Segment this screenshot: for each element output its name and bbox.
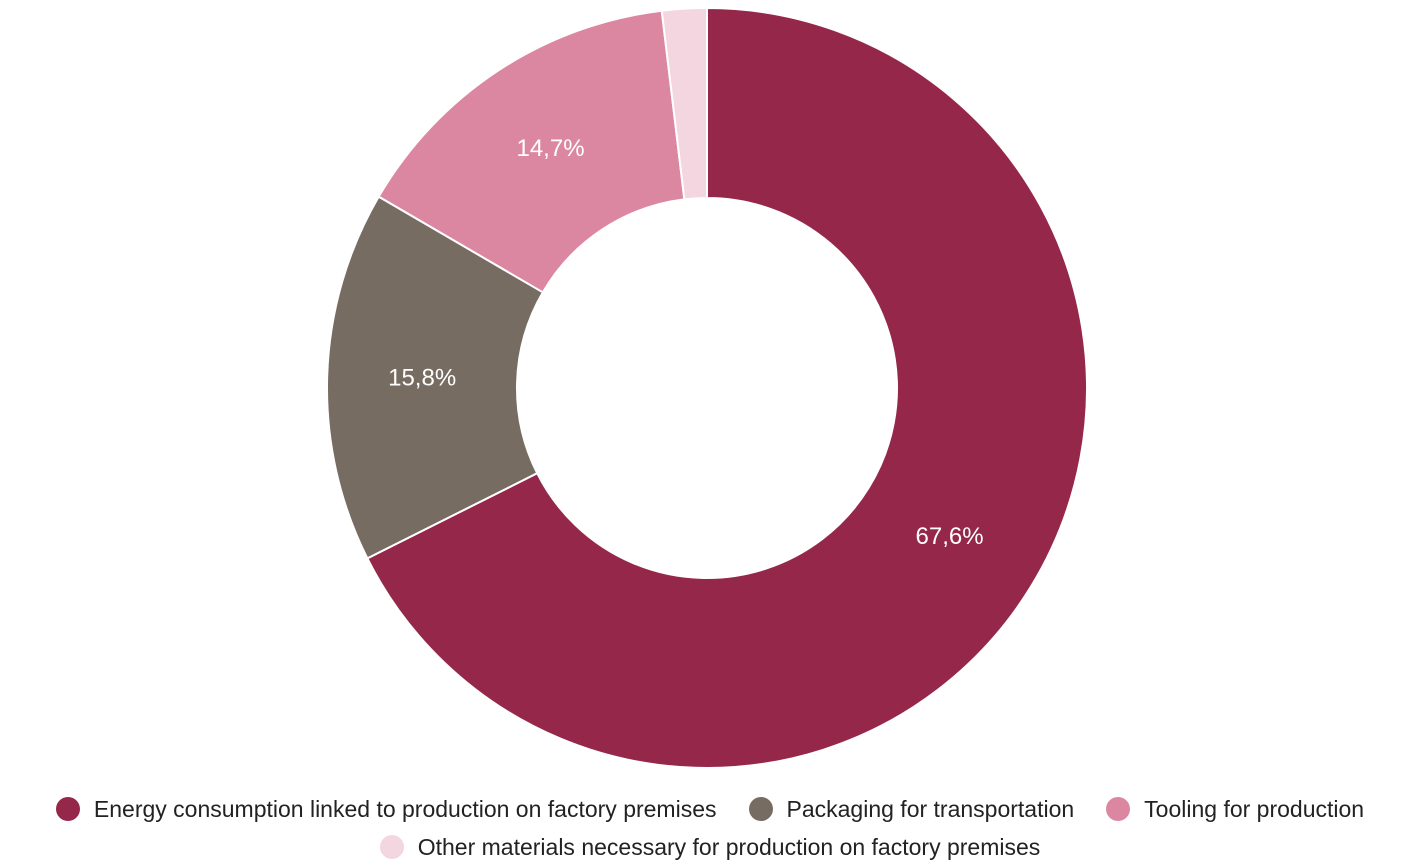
legend-swatch-other	[379, 835, 404, 859]
legend-label-energy: Energy consumption linked to production …	[93, 795, 717, 822]
donut-chart-svg: 67,6% 15,8% 14,7%	[326, 6, 1088, 769]
legend-item-other[interactable]: Other materials necessary for production…	[379, 833, 1041, 861]
slice-data-label-1: 15,8%	[388, 364, 456, 391]
legend-swatch-energy	[55, 797, 80, 821]
legend-item-packaging[interactable]: Packaging for transportation	[748, 795, 1075, 823]
legend-swatch-tooling	[1106, 797, 1131, 821]
legend-row-1: Energy consumption linked to production …	[0, 790, 1420, 828]
donut-slice-3[interactable]	[660, 6, 708, 201]
legend-swatch-packaging	[748, 797, 773, 821]
slice-data-label-0: 67,6%	[916, 523, 984, 550]
legend-item-tooling[interactable]: Tooling for production	[1106, 796, 1364, 823]
legend-item-energy[interactable]: Energy consumption linked to production …	[55, 795, 717, 823]
chart-legend: Energy consumption linked to production …	[0, 790, 1420, 866]
donut-chart: 67,6% 15,8% 14,7%	[326, 6, 1088, 769]
legend-label-tooling: Tooling for production	[1144, 795, 1365, 822]
legend-label-other: Other materials necessary for production…	[417, 833, 1041, 860]
donut-slice-2[interactable]	[377, 9, 686, 294]
legend-row-2: Other materials necessary for production…	[0, 828, 1420, 866]
slice-data-label-2: 14,7%	[516, 135, 584, 162]
donut-slice-0[interactable]	[365, 6, 1088, 769]
donut-slice-1[interactable]	[326, 195, 545, 560]
legend-label-packaging: Packaging for transportation	[786, 795, 1075, 822]
